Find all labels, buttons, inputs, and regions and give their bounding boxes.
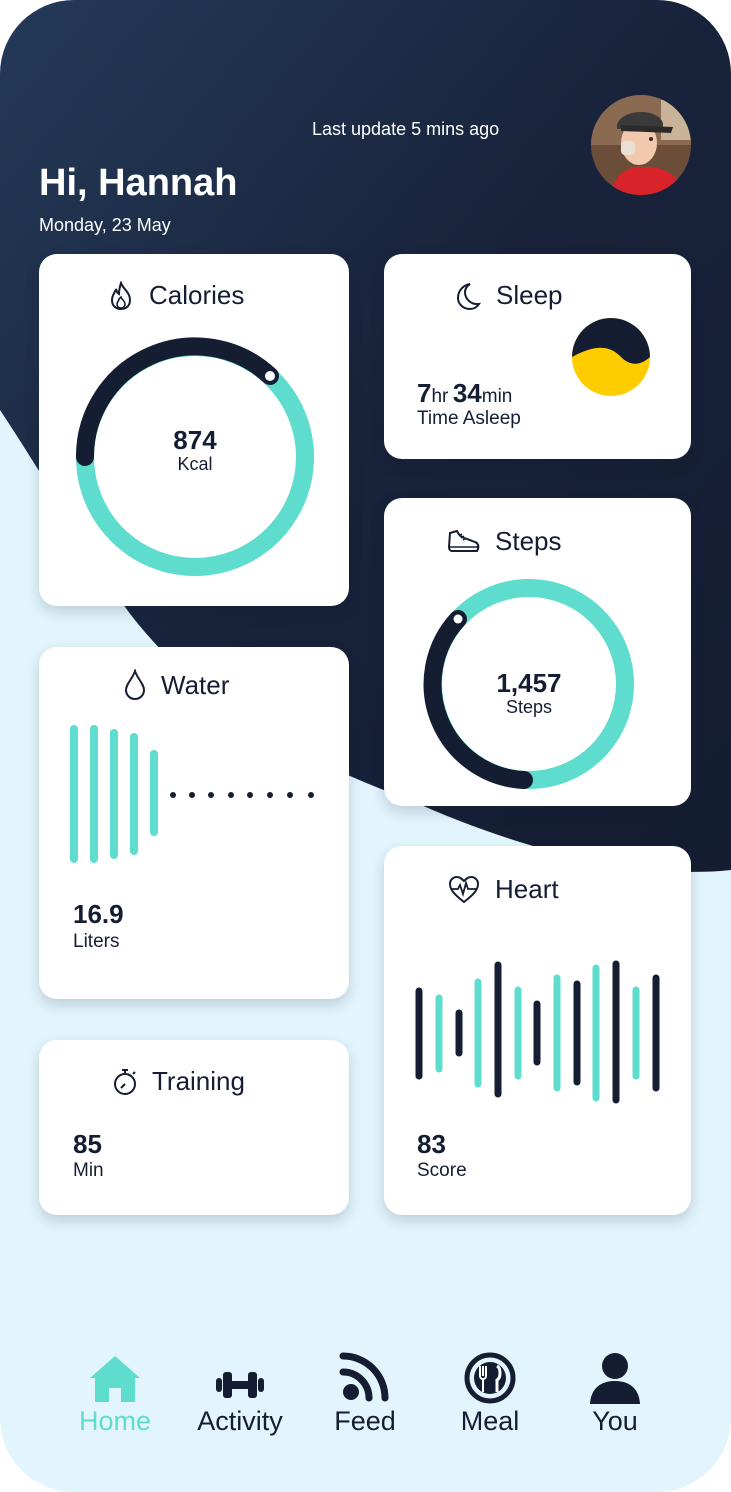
calories-card[interactable]: Calories 874 Kcal bbox=[39, 254, 349, 606]
date-label: Monday, 23 May bbox=[39, 215, 171, 235]
nav-item-activity[interactable]: Activity bbox=[180, 1350, 300, 1437]
water-dot bbox=[267, 792, 273, 798]
water-dot bbox=[208, 792, 214, 798]
flame-icon bbox=[110, 280, 132, 310]
dumbbell-icon bbox=[216, 1372, 264, 1398]
water-unit: Liters bbox=[73, 931, 120, 952]
water-value: 16.9 bbox=[73, 899, 124, 929]
sleep-label: Time Asleep bbox=[417, 408, 521, 429]
water-dot bbox=[308, 792, 314, 798]
water-title: Water bbox=[161, 669, 230, 700]
water-dot bbox=[287, 792, 293, 798]
heart-card[interactable]: Heart 83 Score bbox=[384, 846, 691, 1215]
training-unit: Min bbox=[73, 1160, 104, 1181]
sleep-title: Sleep bbox=[496, 280, 563, 310]
steps-ring bbox=[423, 579, 634, 789]
avatar[interactable] bbox=[591, 95, 691, 195]
sneaker-icon bbox=[447, 529, 480, 552]
nav-label-meal: Meal bbox=[460, 1406, 520, 1436]
sleep-hours-unit: hr bbox=[431, 386, 449, 407]
water-dot bbox=[228, 792, 234, 798]
calories-value: 874 bbox=[173, 425, 217, 455]
sleep-card[interactable]: Sleep 7hr 34min Time Asleep bbox=[384, 254, 691, 459]
sleep-hours: 7 bbox=[417, 378, 432, 408]
sleep-chart-icon bbox=[572, 318, 650, 396]
water-dot bbox=[189, 792, 195, 798]
water-dot bbox=[247, 792, 253, 798]
water-level-chart bbox=[70, 725, 314, 863]
greeting-title: Hi, Hannah bbox=[39, 162, 238, 204]
sleep-minutes: 34 bbox=[452, 378, 482, 408]
steps-unit: Steps bbox=[505, 697, 553, 717]
calories-ring bbox=[75, 337, 314, 576]
training-card[interactable]: Training 85 Min bbox=[39, 1040, 349, 1215]
droplet-icon bbox=[124, 669, 146, 701]
nav-item-you[interactable]: You bbox=[555, 1350, 675, 1437]
steps-value: 1,457 bbox=[496, 668, 562, 698]
heart-pulse-icon bbox=[448, 875, 480, 903]
last-update-text: Last update 5 mins ago bbox=[312, 119, 500, 139]
nav-item-meal[interactable]: Meal bbox=[430, 1350, 550, 1437]
steps-card[interactable]: Steps 1,457 Steps bbox=[384, 498, 691, 806]
bottom-nav: Home Activity Feed bbox=[0, 1350, 731, 1450]
training-value: 85 bbox=[73, 1129, 102, 1159]
user-icon bbox=[590, 1353, 640, 1404]
training-title: Training bbox=[152, 1066, 245, 1096]
heart-unit: Score bbox=[417, 1160, 467, 1181]
heart-title: Heart bbox=[495, 874, 559, 904]
nav-item-home[interactable]: Home bbox=[55, 1350, 175, 1437]
stopwatch-icon bbox=[114, 1068, 136, 1095]
water-dot bbox=[170, 792, 176, 798]
heart-rate-waveform bbox=[415, 960, 660, 1104]
calories-unit: Kcal bbox=[177, 454, 213, 474]
fork-knife-icon bbox=[464, 1352, 516, 1404]
heart-value: 83 bbox=[417, 1129, 446, 1159]
steps-title: Steps bbox=[495, 526, 562, 556]
calories-title: Calories bbox=[149, 280, 245, 310]
rss-icon bbox=[339, 1352, 389, 1402]
nav-label-you: You bbox=[592, 1406, 638, 1436]
nav-label-activity: Activity bbox=[197, 1406, 283, 1436]
water-card[interactable]: Water 16.9 Liters bbox=[39, 647, 349, 999]
nav-label-home: Home bbox=[78, 1406, 152, 1436]
nav-label-feed: Feed bbox=[334, 1406, 396, 1436]
sleep-minutes-unit: min bbox=[481, 386, 513, 407]
nav-item-feed[interactable]: Feed bbox=[305, 1350, 425, 1437]
home-icon bbox=[90, 1356, 140, 1402]
moon-icon bbox=[456, 282, 482, 310]
